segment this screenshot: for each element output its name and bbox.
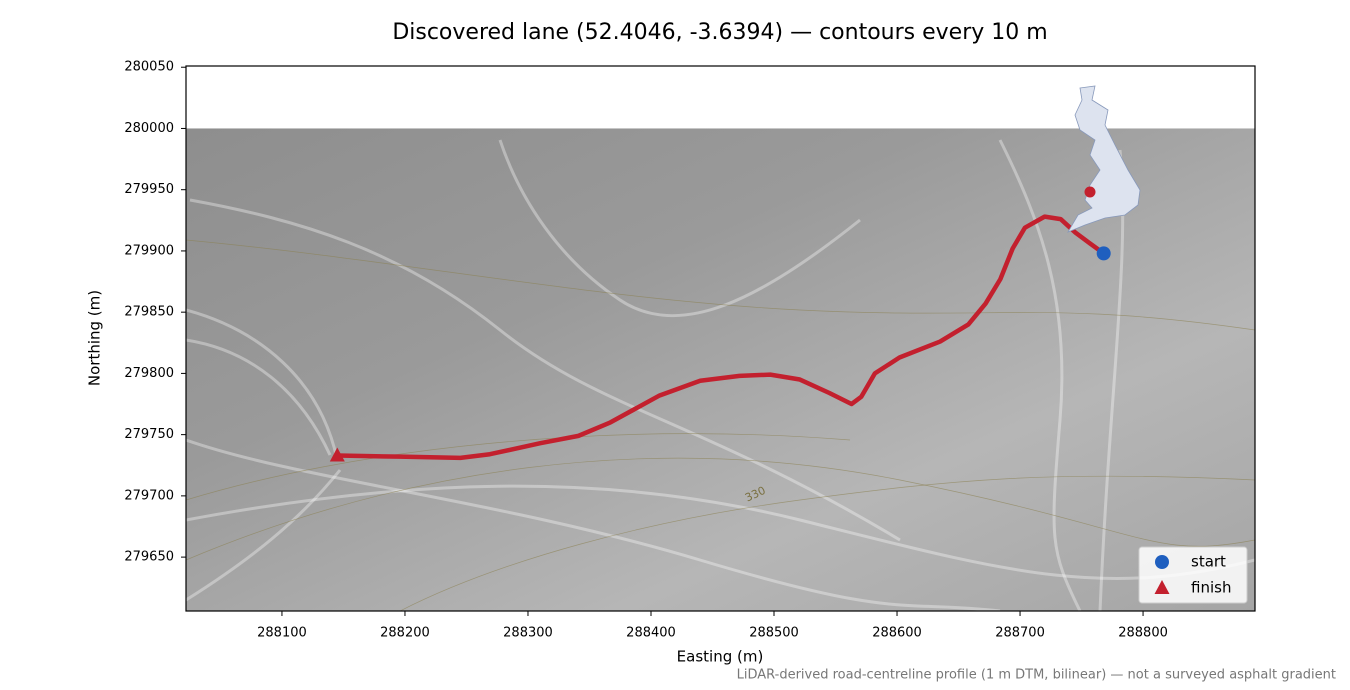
x-tick-label: 288800	[1118, 626, 1168, 641]
x-tick-label: 288300	[503, 626, 553, 641]
contour-line	[399, 475, 1255, 611]
terrain-line	[186, 469, 342, 602]
marker-start	[1096, 246, 1111, 261]
marker-start	[1155, 555, 1169, 569]
x-tick-label: 288200	[380, 626, 430, 641]
terrain-line	[498, 139, 861, 318]
plot-frame	[185, 65, 1256, 612]
plot-area: 330	[186, 128, 1255, 611]
contour-line	[186, 433, 851, 501]
terrain-line	[186, 308, 339, 460]
y-tick-label: 279900	[124, 243, 174, 258]
x-tick-label: 288500	[749, 626, 799, 641]
marker-finish	[329, 447, 345, 462]
contour-line	[186, 239, 1255, 331]
inset-map	[1067, 85, 1141, 233]
route-line	[335, 214, 1106, 461]
hillshade	[186, 128, 1255, 611]
chart-title: Discovered lane (52.4046, -3.6394) — con…	[392, 20, 1047, 45]
marker-finish	[1154, 580, 1170, 594]
x-tick-label: 288100	[257, 626, 307, 641]
y-tick-label: 279650	[124, 550, 174, 565]
x-tick-label: 288400	[626, 626, 676, 641]
y-tick-label: 279950	[124, 182, 174, 197]
inset-location	[1084, 186, 1096, 198]
y-tick-label: 279750	[124, 427, 174, 442]
legend-label: finish	[1191, 579, 1231, 597]
y-tick-label: 280050	[124, 60, 174, 75]
y-axis-label: Northing (m)	[86, 290, 104, 386]
legend-label: start	[1191, 553, 1226, 571]
contour-line	[186, 457, 1255, 561]
y-tick-label: 280000	[124, 121, 174, 136]
x-tick-label: 288600	[872, 626, 922, 641]
y-tick-label: 279850	[124, 305, 174, 320]
terrain-line	[189, 198, 901, 542]
x-tick-label: 288700	[995, 626, 1045, 641]
y-tick-label: 279800	[124, 366, 174, 381]
terrain-line	[186, 338, 332, 456]
y-tick-label: 279700	[124, 488, 174, 503]
footnote: LiDAR-derived road-centreline profile (1…	[737, 668, 1336, 683]
terrain-line	[186, 484, 1255, 581]
terrain-line	[998, 139, 1082, 611]
overlay	[329, 85, 1141, 462]
x-axis-label: Easting (m)	[677, 648, 764, 666]
